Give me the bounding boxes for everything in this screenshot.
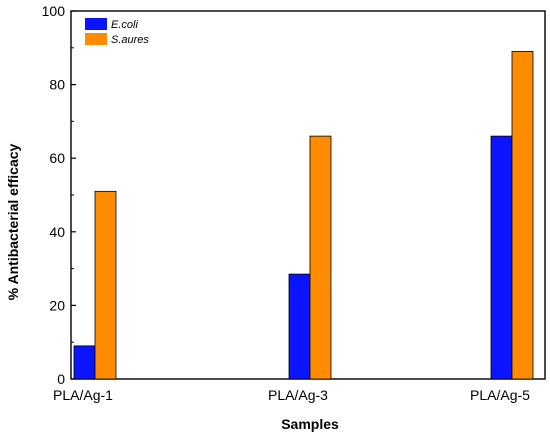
bar-ecoli-1 bbox=[73, 345, 96, 380]
y-tick-label: 40 bbox=[49, 224, 65, 240]
y-tick-label: 20 bbox=[49, 297, 65, 313]
y-axis-title: % Antibacterial efficacy bbox=[5, 143, 21, 300]
x-tick-label: PLA/Ag-5 bbox=[470, 387, 530, 403]
bars-group bbox=[73, 51, 534, 380]
legend-swatch bbox=[85, 18, 107, 30]
y-tick-label: 0 bbox=[57, 371, 65, 387]
y-tick-label: 100 bbox=[42, 3, 66, 19]
y-tick-label: 80 bbox=[49, 77, 65, 93]
legend: E.coli S.aures bbox=[85, 18, 149, 46]
y-axis-ticks: 0 20 40 60 80 100 bbox=[42, 3, 76, 387]
x-tick-label: PLA/Ag-3 bbox=[268, 387, 328, 403]
x-axis-ticks: PLA/Ag-1 PLA/Ag-3 PLA/Ag-5 bbox=[53, 387, 530, 403]
legend-swatch bbox=[85, 33, 107, 45]
bar-saures-3 bbox=[511, 51, 534, 380]
bar-ecoli-2 bbox=[288, 273, 311, 380]
x-tick-label: PLA/Ag-1 bbox=[53, 387, 113, 403]
x-axis-title: Samples bbox=[281, 416, 339, 432]
y-tick-label: 60 bbox=[49, 150, 65, 166]
legend-label: S.aures bbox=[111, 34, 149, 46]
bar-saures-2 bbox=[309, 135, 332, 380]
bar-saures-1 bbox=[94, 190, 117, 380]
legend-label: E.coli bbox=[111, 19, 138, 31]
bar-ecoli-3 bbox=[490, 135, 513, 380]
